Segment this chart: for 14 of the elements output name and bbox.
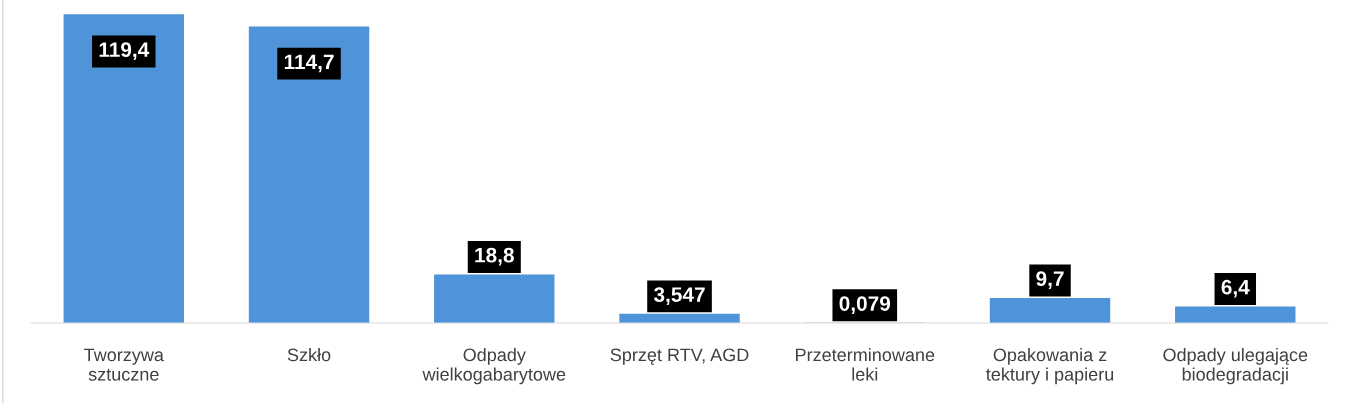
x-tick-label: Tworzywa sztuczne — [84, 348, 164, 381]
data-label: 119,4 — [99, 42, 150, 61]
data-label: 6,4 — [1221, 279, 1250, 298]
x-tick-label: Opakowania z tektury i papieru — [986, 348, 1114, 385]
x-tick-label: Sprzęt RTV, AGD — [610, 348, 749, 365]
data-label: 0,079 — [839, 296, 891, 314]
x-tick-label: Odpady wielkogabarytowe — [422, 348, 566, 385]
x-tick-label: Przeterminowane leki — [796, 348, 935, 381]
data-label: 18,8 — [475, 247, 514, 266]
data-label: 3,547 — [653, 287, 705, 305]
data-label: 114,7 — [284, 54, 334, 73]
x-tick-label: Odpady ulegające biodegradacji — [1163, 348, 1308, 385]
data-label: 9,7 — [1036, 271, 1064, 290]
x-tick-label: Szkło — [287, 348, 331, 362]
